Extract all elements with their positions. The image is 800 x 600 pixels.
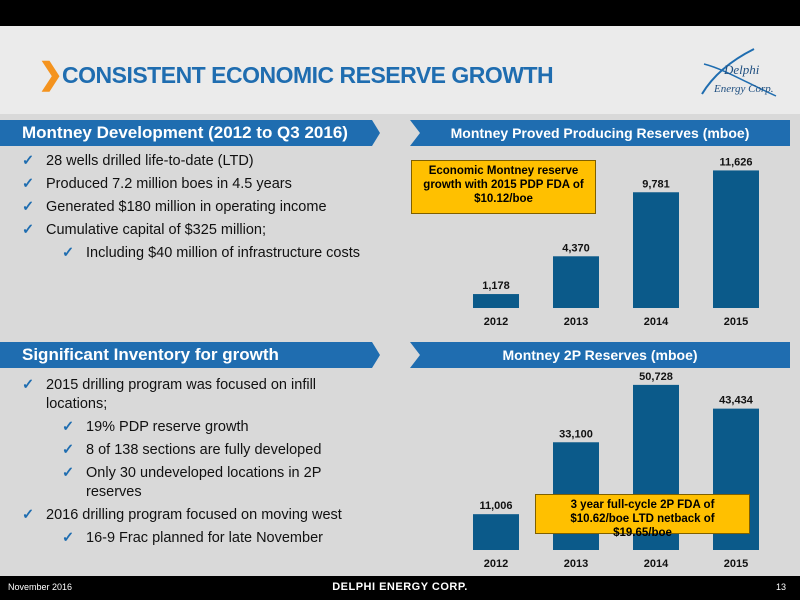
footer-date: November 2016 xyxy=(8,582,73,592)
svg-text:Energy Corp.: Energy Corp. xyxy=(713,83,773,95)
checkmark-icon: ✓ xyxy=(22,199,35,215)
bullet-text: 28 wells drilled life-to-date (LTD) xyxy=(46,153,254,169)
bullet-text: Including $40 million of infrastructure … xyxy=(86,245,361,261)
checkmark-icon: ✓ xyxy=(22,222,35,238)
checkmark-icon: ✓ xyxy=(22,176,35,192)
checkmark-icon: ✓ xyxy=(62,442,75,458)
bullet-item: ✓ Cumulative capital of $325 million; xyxy=(22,221,362,240)
footer: November 2016 DELPHI ENERGY CORP. 13 xyxy=(0,576,800,600)
chart1-title: Montney Proved Producing Reserves (mboe) xyxy=(410,120,790,146)
bullet-item: ✓ 28 wells drilled life-to-date (LTD) xyxy=(22,152,362,171)
bullet-item: ✓ 2015 drilling program was focused on in… xyxy=(22,376,362,414)
page-number: 13 xyxy=(775,582,786,592)
data-label: 4,370 xyxy=(562,242,590,254)
bullet-text: Generated $180 million in operating inco… xyxy=(46,199,327,215)
x-tick-label: 2014 xyxy=(644,316,669,328)
section2-bullets: ✓ 2015 drilling program was focused on in… xyxy=(22,376,362,552)
checkmark-icon: ✓ xyxy=(62,465,75,481)
checkmark-icon: ✓ xyxy=(62,530,75,546)
x-tick-label: 2012 xyxy=(484,558,508,570)
data-label: 1,178 xyxy=(482,280,510,292)
chart2-title: Montney 2P Reserves (mboe) xyxy=(410,342,790,368)
bar-2012 xyxy=(473,514,519,550)
bullet-item: ✓ 19% PDP reserve growth xyxy=(62,418,362,437)
x-tick-label: 2013 xyxy=(564,558,588,570)
x-tick-label: 2014 xyxy=(644,558,669,570)
bullet-item: ✓ Including $40 million of infrastructure… xyxy=(62,244,362,263)
bullet-text: 16-9 Frac planned for late November xyxy=(86,530,323,546)
x-tick-label: 2013 xyxy=(564,316,588,328)
bullet-text: 8 of 138 sections are fully developed xyxy=(86,442,322,458)
x-tick-label: 2015 xyxy=(724,316,748,328)
bar-2015 xyxy=(713,170,759,308)
section1-heading: Montney Development (2012 to Q3 2016) xyxy=(0,120,380,146)
data-label: 50,728 xyxy=(639,371,673,383)
top-bar xyxy=(0,0,800,26)
bullet-text: 2016 drilling program focused on moving … xyxy=(46,507,342,523)
data-label: 33,100 xyxy=(559,428,593,440)
checkmark-icon: ✓ xyxy=(62,419,75,435)
bullet-item: ✓ 2016 drilling program focused on moving… xyxy=(22,506,362,525)
checkmark-icon: ✓ xyxy=(22,377,35,393)
svg-text:Delphi: Delphi xyxy=(723,62,760,77)
data-label: 11,626 xyxy=(719,156,752,168)
checkmark-icon: ✓ xyxy=(62,245,75,261)
section1-bullets: ✓ 28 wells drilled life-to-date (LTD) ✓ Pro… xyxy=(22,152,362,267)
bullet-item: ✓ 16-9 Frac planned for late November xyxy=(62,529,362,548)
chevron-icon: ❯ xyxy=(38,58,64,91)
footer-company: DELPHI ENERGY CORP. xyxy=(332,581,468,593)
bullet-text: 2015 drilling program was focused on inf… xyxy=(46,377,317,412)
bar-2014 xyxy=(633,192,679,308)
x-tick-label: 2015 xyxy=(724,558,748,570)
bullet-text: Only 30 undeveloped locations in 2P rese… xyxy=(86,465,322,500)
slide-header xyxy=(0,26,800,114)
data-label: 43,434 xyxy=(719,395,754,407)
bullet-text: Cumulative capital of $325 million; xyxy=(46,222,267,238)
chart1-annotation: Economic Montney reserve growth with 201… xyxy=(411,160,596,214)
bullet-item: ✓ Produced 7.2 million boes in 4.5 years xyxy=(22,175,362,194)
chart2-annotation: 3 year full-cycle 2P FDA of $10.62/boe L… xyxy=(535,494,750,539)
data-label: 11,006 xyxy=(479,500,512,512)
bullet-text: 19% PDP reserve growth xyxy=(86,419,249,435)
chart-2p-reserves: 11,006 2012 33,100 2013 50,728 2014 43,434 2015 xyxy=(473,371,759,570)
bar-2013 xyxy=(553,256,599,308)
page-title: CONSISTENT ECONOMIC RESERVE GROWTH xyxy=(62,62,554,88)
bullet-item: ✓ 8 of 138 sections are fully developed xyxy=(62,441,362,460)
bullet-item: ✓ Generated $180 million in operating inc… xyxy=(22,198,362,217)
x-tick-label: 2012 xyxy=(484,316,508,328)
section2-heading: Significant Inventory for growth xyxy=(0,342,380,368)
checkmark-icon: ✓ xyxy=(22,153,35,169)
chart-pdp-reserves: 1,178 2012 4,370 2013 9,781 2014 11,626 2015 xyxy=(473,156,759,328)
content-area: Montney Development (2012 to Q3 2016) Mo… xyxy=(0,114,800,576)
bullet-text: Produced 7.2 million boes in 4.5 years xyxy=(46,176,292,192)
checkmark-icon: ✓ xyxy=(22,507,35,523)
bullet-item: ✓ Only 30 undeveloped locations in 2P res… xyxy=(62,464,362,502)
data-label: 9,781 xyxy=(642,178,670,190)
bar-2012 xyxy=(473,294,519,308)
company-logo: Delphi Energy Corp. xyxy=(701,48,777,97)
